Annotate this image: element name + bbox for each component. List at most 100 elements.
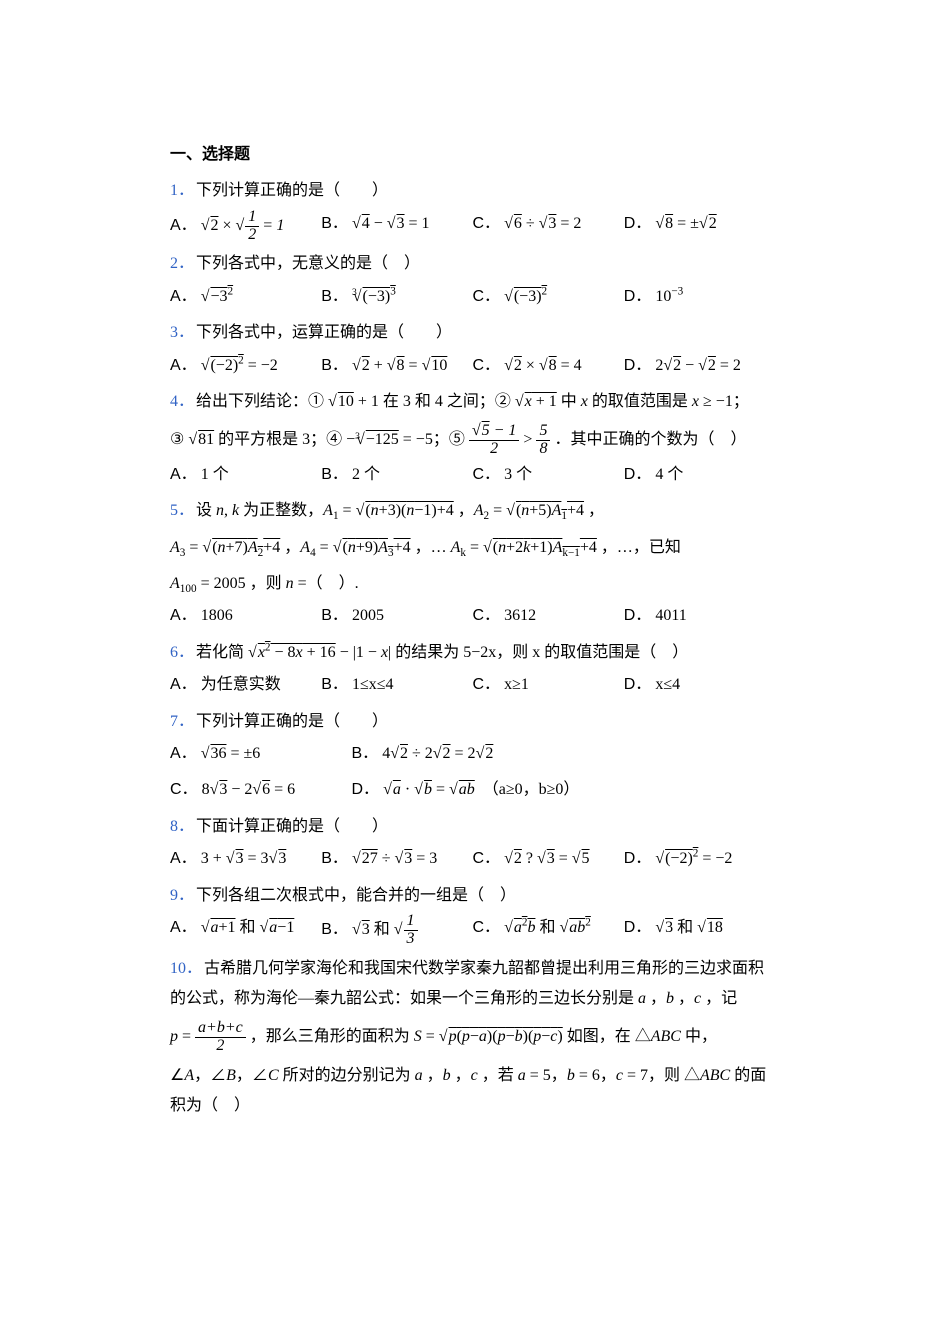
q6-num: 6． bbox=[170, 644, 194, 661]
q4-optA-body: 1 个 bbox=[201, 466, 229, 483]
q7-optB-body: 4√2 ÷ 2√2 = 2√2 bbox=[382, 745, 493, 762]
q1-optA: A．√2 × √12 = 1 bbox=[170, 209, 321, 244]
q7-text: 下列计算正确的是（ ） bbox=[196, 713, 388, 730]
q8-optB-body: √27 ÷ √3 = 3 bbox=[352, 850, 437, 867]
q5-optB-body: 2005 bbox=[352, 607, 384, 624]
label-d: D． bbox=[624, 357, 652, 374]
q6-optB: B．1≤x≤4 bbox=[321, 670, 472, 700]
q5-optC-body: 3612 bbox=[504, 607, 536, 624]
q8-optC-body: √2 ? √3 = √5 bbox=[504, 850, 589, 867]
q4-optC-body: 3 个 bbox=[504, 466, 532, 483]
q1-optC: C．√6 ÷ √3 = 2 bbox=[473, 209, 624, 244]
label-b: B． bbox=[321, 357, 348, 374]
q4-options: A．1 个 B．2 个 C．3 个 D．4 个 bbox=[170, 460, 775, 490]
q4-optD: D．4 个 bbox=[624, 460, 775, 490]
q3-optA: A．√(−2)2 = −2 bbox=[170, 351, 321, 381]
q2-optB: B．3√(−3)3 bbox=[321, 282, 472, 312]
q7-optC-body: 8√3 − 2√6 = 6 bbox=[202, 781, 296, 798]
q2-stem: 2．下列各式中，无意义的是（ ） bbox=[170, 249, 775, 279]
section-title: 一、选择题 bbox=[170, 140, 775, 170]
q9-optC: C．√a2b 和 √ab2 bbox=[473, 913, 624, 948]
q3-num: 3． bbox=[170, 324, 194, 341]
label-a: A． bbox=[170, 607, 197, 624]
q3-optD-body: 2√2 − √2 = 2 bbox=[655, 357, 741, 374]
q7-optD: D．√a · √b = √ab （a≥0，b≥0） bbox=[352, 775, 776, 805]
q8-stem: 8．下面计算正确的是（ ） bbox=[170, 812, 775, 842]
q10-text1: 古希腊几何学家海伦和我国宋代数学家秦九韶都曾提出利用三角形的三边求面积的公式，称… bbox=[170, 960, 764, 1007]
q5-stem1: 5．设 n, k 为正整数，A1 = √(n+3)(n−1)+4 ，A2 = √… bbox=[170, 496, 775, 526]
q8-text: 下面计算正确的是（ ） bbox=[196, 818, 388, 835]
q1-options: A．√2 × √12 = 1 B．√4 − √3 = 1 C．√6 ÷ √3 =… bbox=[170, 209, 775, 244]
label-a: A． bbox=[170, 466, 197, 483]
q4-optB-body: 2 个 bbox=[352, 466, 380, 483]
q8-options: A．3 + √3 = 3√3 B．√27 ÷ √3 = 3 C．√2 ? √3 … bbox=[170, 844, 775, 874]
label-c: C． bbox=[170, 781, 198, 798]
q3-optB-body: √2 + √8 = √10 bbox=[352, 357, 447, 374]
q8-optC: C．√2 ? √3 = √5 bbox=[473, 844, 624, 874]
q7-optA-body: √36 = ±6 bbox=[201, 745, 261, 762]
label-c: C． bbox=[473, 215, 501, 232]
label-b: B． bbox=[321, 215, 348, 232]
q2-optB-body: 3√(−3)3 bbox=[352, 288, 396, 305]
q7-stem: 7．下列计算正确的是（ ） bbox=[170, 707, 775, 737]
q7-optB: B．4√2 ÷ 2√2 = 2√2 bbox=[352, 739, 776, 769]
q2-optD-body: 10−3 bbox=[655, 288, 683, 305]
q2-num: 2． bbox=[170, 255, 194, 272]
label-b: B． bbox=[352, 745, 379, 762]
label-a: A． bbox=[170, 217, 197, 234]
label-d: D． bbox=[624, 466, 652, 483]
q7-options-row1: A．√36 = ±6 B．4√2 ÷ 2√2 = 2√2 bbox=[170, 739, 775, 769]
q2-optA: A．√−32 bbox=[170, 282, 321, 312]
q2-options: A．√−32 B．3√(−3)3 C．√(−3)2 D．10−3 bbox=[170, 282, 775, 312]
q2-optA-body: √−32 bbox=[201, 288, 233, 305]
q9-stem: 9．下列各组二次根式中，能合并的一组是（ ） bbox=[170, 881, 775, 911]
q2-text: 下列各式中，无意义的是（ ） bbox=[196, 255, 420, 272]
q5-stem3: A100 = 2005 ，则 n =（ ）. bbox=[170, 569, 775, 599]
q10-num: 10． bbox=[170, 960, 202, 977]
q4-optD-body: 4 个 bbox=[655, 466, 683, 483]
q8-optA: A．3 + √3 = 3√3 bbox=[170, 844, 321, 874]
q7-optC: C．8√3 − 2√6 = 6 bbox=[170, 775, 352, 805]
q9-optA-body: √a+1 和 √a−1 bbox=[201, 919, 295, 936]
label-c: C． bbox=[473, 607, 501, 624]
q10-stem1: 10．古希腊几何学家海伦和我国宋代数学家秦九韶都曾提出利用三角形的三边求面积的公… bbox=[170, 954, 775, 1015]
q6-optD: D．x≤4 bbox=[624, 670, 775, 700]
label-a: A． bbox=[170, 357, 197, 374]
q6-optA-body: 为任意实数 bbox=[201, 676, 281, 693]
q1-text: 下列计算正确的是（ ） bbox=[196, 182, 388, 199]
q6-stem: 6．若化简 √x2 − 8x + 16 − |1 − x| 的结果为 5−2x，… bbox=[170, 638, 775, 668]
q4-num: 4． bbox=[170, 393, 194, 410]
q1-optA-body: √2 × √12 = 1 bbox=[201, 217, 285, 234]
q5-options: A．1806 B．2005 C．3612 D．4011 bbox=[170, 601, 775, 631]
q7-options-row2: C．8√3 − 2√6 = 6 D．√a · √b = √ab （a≥0，b≥0… bbox=[170, 775, 775, 805]
q4-text1: 给出下列结论：① √10 + 1 在 3 和 4 之间；② √x + 1 中 x… bbox=[196, 393, 749, 410]
q6-optA: A．为任意实数 bbox=[170, 670, 321, 700]
q3-optC: C．√2 × √8 = 4 bbox=[473, 351, 624, 381]
label-c: C． bbox=[473, 676, 501, 693]
label-b: B． bbox=[321, 288, 348, 305]
q2-optD: D．10−3 bbox=[624, 282, 775, 312]
q1-optD: D．√8 = ±√2 bbox=[624, 209, 775, 244]
q7-optA: A．√36 = ±6 bbox=[170, 739, 352, 769]
label-c: C． bbox=[473, 850, 501, 867]
q9-text: 下列各组二次根式中，能合并的一组是（ ） bbox=[196, 887, 516, 904]
q9-num: 9． bbox=[170, 887, 194, 904]
q9-optC-body: √a2b 和 √ab2 bbox=[504, 919, 591, 936]
q8-optD: D．√(−2)2 = −2 bbox=[624, 844, 775, 874]
q1-num: 1． bbox=[170, 182, 194, 199]
q3-text: 下列各式中，运算正确的是（ ） bbox=[196, 324, 452, 341]
q3-optB: B．√2 + √8 = √10 bbox=[321, 351, 472, 381]
q4-optB: B．2 个 bbox=[321, 460, 472, 490]
q5-optD: D．4011 bbox=[624, 601, 775, 631]
q7-optD-body: √a · √b = √ab （a≥0，b≥0） bbox=[383, 781, 579, 798]
q6-optC: C．x≥1 bbox=[473, 670, 624, 700]
label-d: D． bbox=[624, 676, 652, 693]
q9-optB-body: √3 和 √13 bbox=[352, 921, 418, 938]
label-c: C． bbox=[473, 466, 501, 483]
q5-num: 5． bbox=[170, 502, 194, 519]
label-b: B． bbox=[321, 921, 348, 938]
q9-optD: D．√3 和 √18 bbox=[624, 913, 775, 948]
label-a: A． bbox=[170, 745, 197, 762]
q3-optC-body: √2 × √8 = 4 bbox=[504, 357, 582, 374]
q4-stem2: ③ √81 的平方根是 3；④ −3√−125 = −5；⑤ √5 − 12 >… bbox=[170, 423, 775, 458]
